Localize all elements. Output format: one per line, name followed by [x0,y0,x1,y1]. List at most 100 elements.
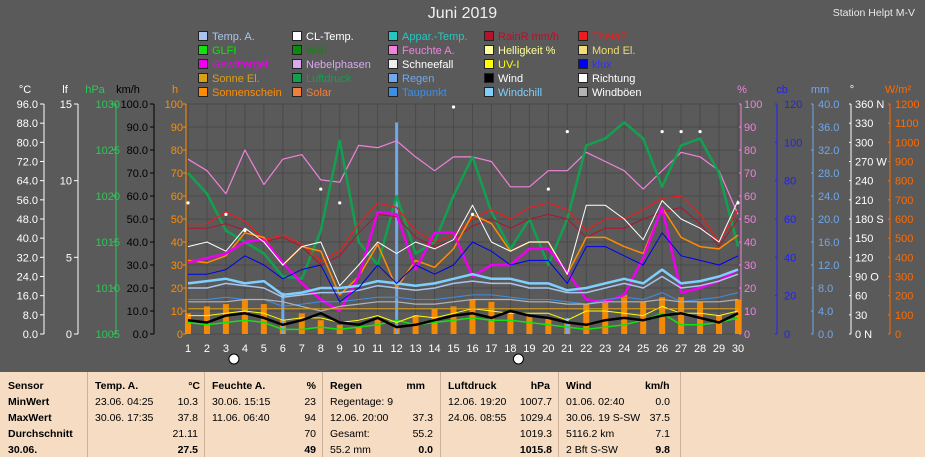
direction-point [243,228,247,233]
axis-tick-label: 400 [895,252,913,264]
legend-item[interactable]: Sonne El. [198,73,260,86]
legend-item[interactable]: WBI [292,45,327,58]
axis-tick-label: 1000 [895,137,919,149]
axis-tick-label: 0 [744,329,750,341]
axis-tick-label: 40 [784,252,796,264]
station-label: Station Helpt M-V [832,7,915,19]
axis-tick-label: 80.0 [17,137,38,149]
axis-tick-label: 360 N [855,99,884,111]
legend-swatch [198,73,208,83]
table-unit: hPa [530,380,550,392]
table-cell: 11.06. 06:40 [212,412,270,424]
bar-sonnenschein [374,317,381,334]
axis-tick-label: 50 [171,214,183,226]
legend-item[interactable]: Sonnenschein [198,87,282,100]
table-value: 1015.8 [519,444,552,456]
legend-item[interactable]: Temp. A. [198,31,255,44]
legend-item[interactable]: Nebelphasen [292,59,371,72]
legend-swatch [292,45,302,55]
legend-label: Windchill [498,87,543,99]
legend-item[interactable]: Wind [484,73,523,86]
legend-item[interactable]: Windchill [484,87,542,100]
legend-item[interactable]: RainR mm/h [484,31,559,44]
x-tick-label: 6 [280,343,286,355]
axis-tick-label: 90 O [855,272,879,284]
x-tick-label: 15 [447,343,459,355]
table-cell: 30.06. 17:35 [95,412,154,424]
legend-item[interactable]: Regen [388,73,434,86]
table-header: Wind [566,380,592,392]
legend-swatch [388,73,398,83]
table-divider [204,372,205,457]
legend-swatch [578,31,588,41]
x-tick-label: 27 [675,343,687,355]
legend-label: ThetaE [592,31,628,43]
series-line [188,273,739,298]
table-value: 0.0 [655,396,670,408]
axis-tick-label: 60 [855,291,867,303]
legend-item[interactable]: Luftdruck [292,73,351,86]
legend-swatch [484,45,494,55]
axis-tick-label: 48.0 [17,214,38,226]
axis-tick-label: 270 W [855,157,887,169]
legend-item[interactable]: Schneefall [388,59,453,72]
legend-swatch [388,59,398,69]
axis-tick-label: 32.0 [818,145,839,157]
x-tick-label: 5 [261,343,267,355]
axis-tick-label: 30 [744,260,756,272]
legend-item[interactable]: Solar [292,87,332,100]
legend-label: Sonnenschein [212,87,282,99]
legend-item[interactable]: Gewittergef. [198,59,271,72]
axis-tick-label: 50 [744,214,756,226]
table-value: 49 [304,444,316,456]
x-tick-label: 22 [580,343,592,355]
bar-sonnenschein [716,315,723,334]
legend-item[interactable]: CL-Temp. [292,31,354,44]
series-line [187,121,740,281]
legend-item[interactable]: Richtung [578,73,635,86]
x-tick-label: 2 [204,343,210,355]
bar-sonnenschein [185,313,191,334]
axis-tick-label: 24.0 [818,191,839,203]
axis-tick-label: 0 [895,329,901,341]
table-value: 1007.7 [519,396,552,408]
legend-swatch [292,87,302,97]
bar-regen [281,292,285,334]
x-tick-label: 10 [353,343,365,355]
axis-tick-label: 20.0 [818,214,839,226]
legend-item[interactable]: GLFI [198,45,236,58]
table-value: 37.3 [412,412,433,424]
table-unit: % [306,380,316,392]
legend-item[interactable]: Mond El. [578,45,635,58]
legend-swatch [484,59,494,69]
legend-item[interactable]: klux [578,59,612,72]
axis-tick-label: 64.0 [17,176,38,188]
legend-item[interactable]: Appar.-Temp. [388,31,467,44]
legend-item[interactable]: Helligkeit % [484,45,555,58]
axis-tick-label: 80 [744,145,756,157]
legend-label: Sonne El. [212,73,260,85]
axis-tick-label: 72.0 [17,157,38,169]
axis-tick-label: 200 [895,291,913,303]
axis-tick-label: 100.0 [120,99,148,111]
axis-tick-label: 8.0 [818,283,833,295]
axis-tick-label: 60 [744,191,756,203]
legend-item[interactable]: Feuchte A. [388,45,455,58]
axis-tick-label: 32.0 [17,252,38,264]
legend-item[interactable]: ThetaE [578,31,627,44]
bar-sonnenschein [602,299,609,334]
axis-tick-label: 40.0 [127,237,148,249]
direction-point [186,201,190,205]
legend-item[interactable]: UV-I [484,59,519,72]
legend-swatch [388,87,398,97]
axis-tick-label: 100 [744,99,762,111]
axis-tick-label: 70 [744,168,756,180]
axis-tick-label: 180 S [855,214,884,226]
legend-label: Appar.-Temp. [402,31,468,43]
legend-item[interactable]: Taupunkt [388,87,447,100]
table-divider [322,372,323,457]
legend-swatch [292,31,302,41]
legend-item[interactable]: Windböen [578,87,642,100]
x-tick-label: 24 [618,343,630,355]
